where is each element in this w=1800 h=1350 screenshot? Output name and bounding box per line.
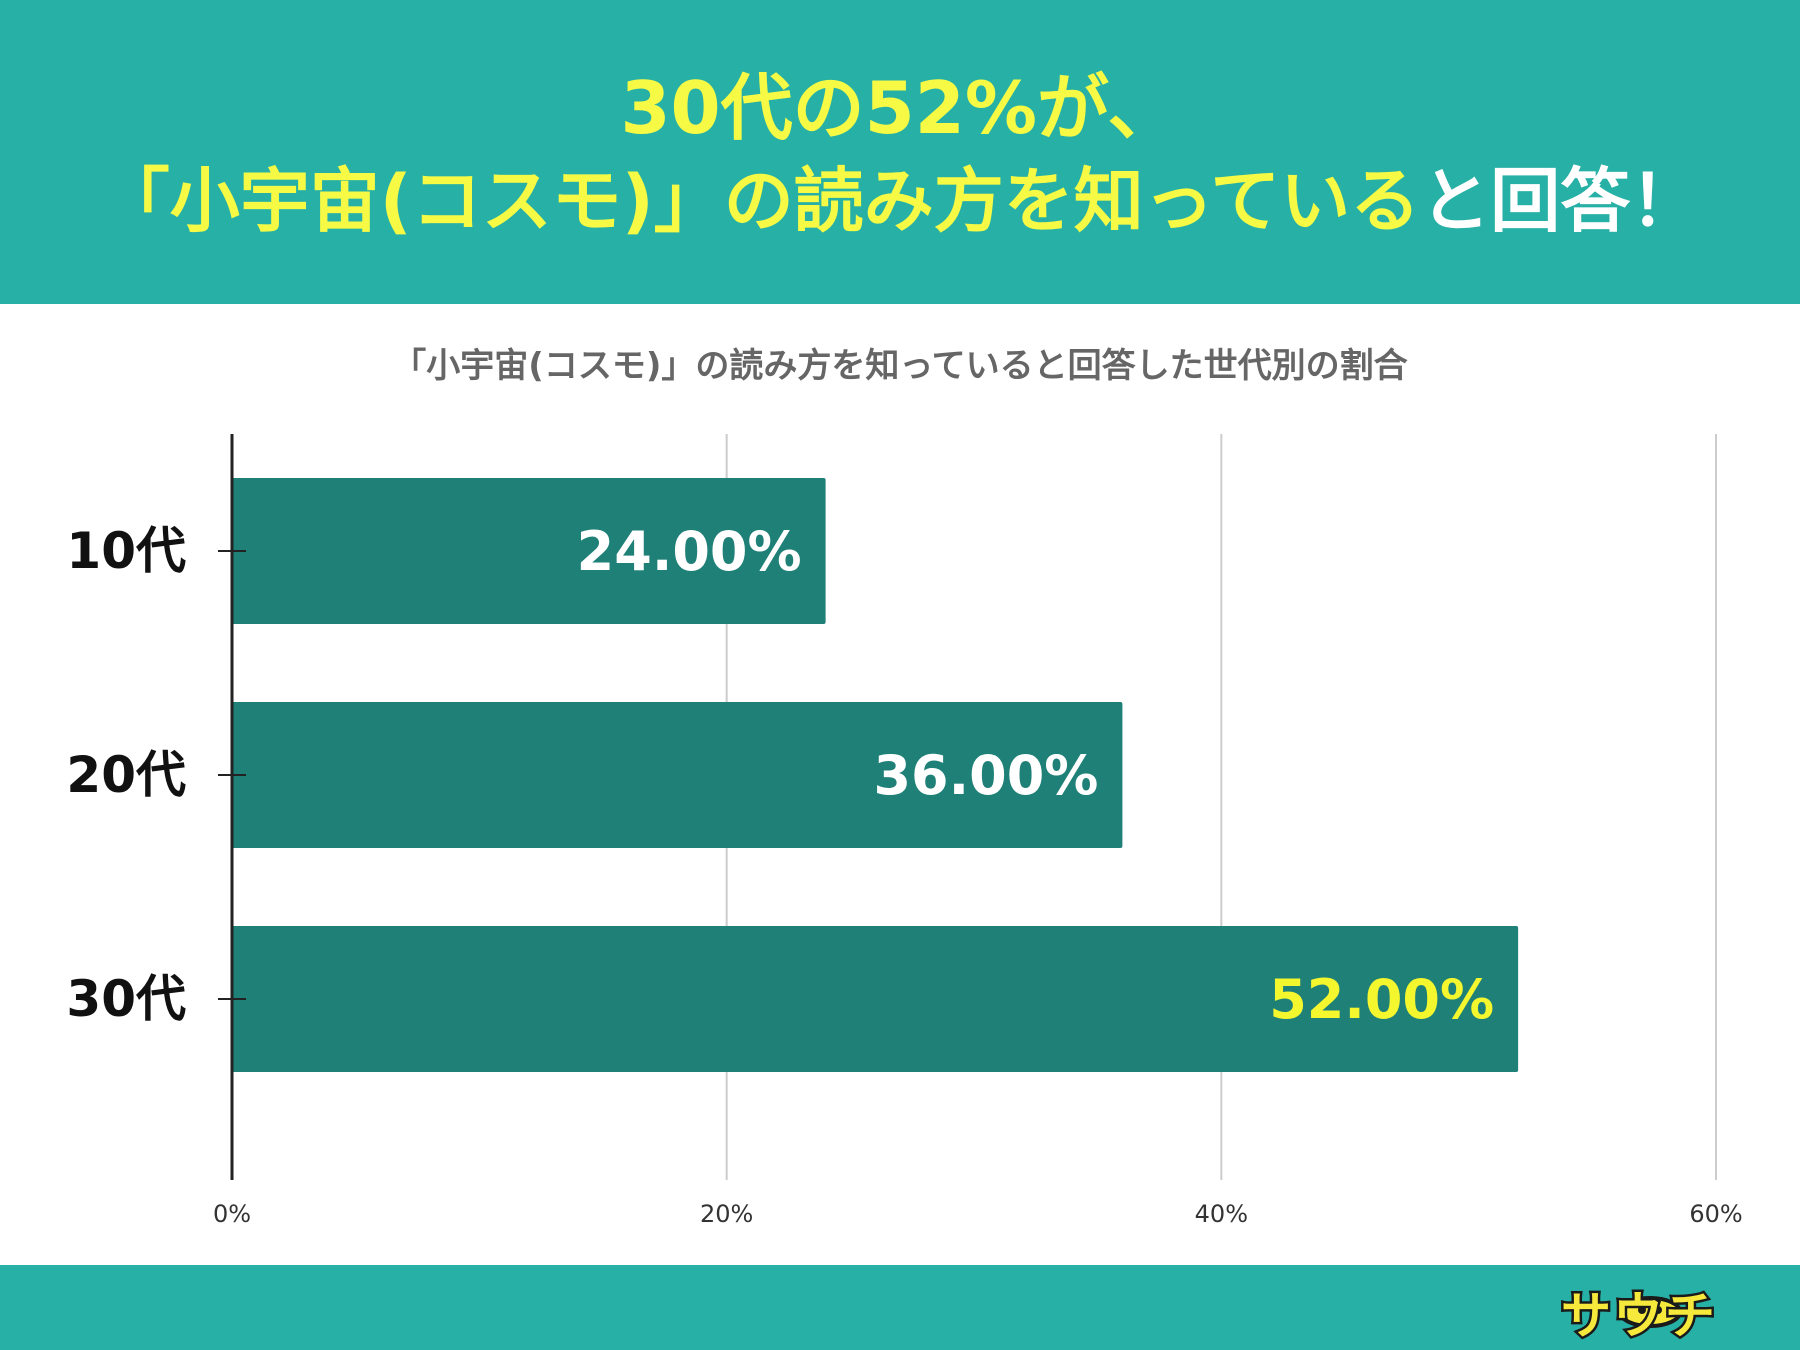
bar-chart: 0% 20% 40% 60% 10代 24.00% 20代 36.00% 30代 52.00% bbox=[66, 434, 1743, 1228]
logo-text: サウチ bbox=[1559, 1285, 1718, 1348]
bar bbox=[232, 702, 1123, 848]
bar bbox=[232, 478, 826, 624]
x-tick-label: 0% bbox=[213, 1200, 251, 1228]
headline-line-2-main: 「小宇宙(コスモ)」の読み方を知っている bbox=[99, 160, 1421, 242]
category-label: 30代 bbox=[66, 970, 186, 1028]
chart-title: 「小宇宙(コスモ)」の読み方を知っていると回答した世代別の割合 bbox=[392, 346, 1408, 386]
headline-line-2-tail: と回答！ bbox=[1420, 160, 1701, 242]
site-logo: サウチ bbox=[1526, 1272, 1752, 1348]
headline-line-2: 「小宇宙(コスモ)」の読み方を知っていると回答！ bbox=[0, 156, 1800, 246]
bar bbox=[232, 926, 1519, 1072]
x-tick-label: 40% bbox=[1195, 1200, 1248, 1228]
header-banner: 30代の52%が、 「小宇宙(コスモ)」の読み方を知っていると回答！ bbox=[0, 0, 1800, 304]
data-label: 24.00% bbox=[577, 520, 802, 583]
headline-line-1: 30代の52%が、 bbox=[620, 66, 1180, 150]
category-label: 20代 bbox=[66, 746, 186, 804]
category-label: 10代 bbox=[66, 522, 186, 580]
x-tick-label: 20% bbox=[700, 1200, 753, 1228]
footer-banner bbox=[0, 1265, 1800, 1350]
data-label: 36.00% bbox=[873, 744, 1098, 807]
data-label: 52.00% bbox=[1269, 968, 1494, 1031]
x-tick-label: 60% bbox=[1689, 1200, 1742, 1228]
ufo-character-icon bbox=[1618, 1296, 1682, 1328]
